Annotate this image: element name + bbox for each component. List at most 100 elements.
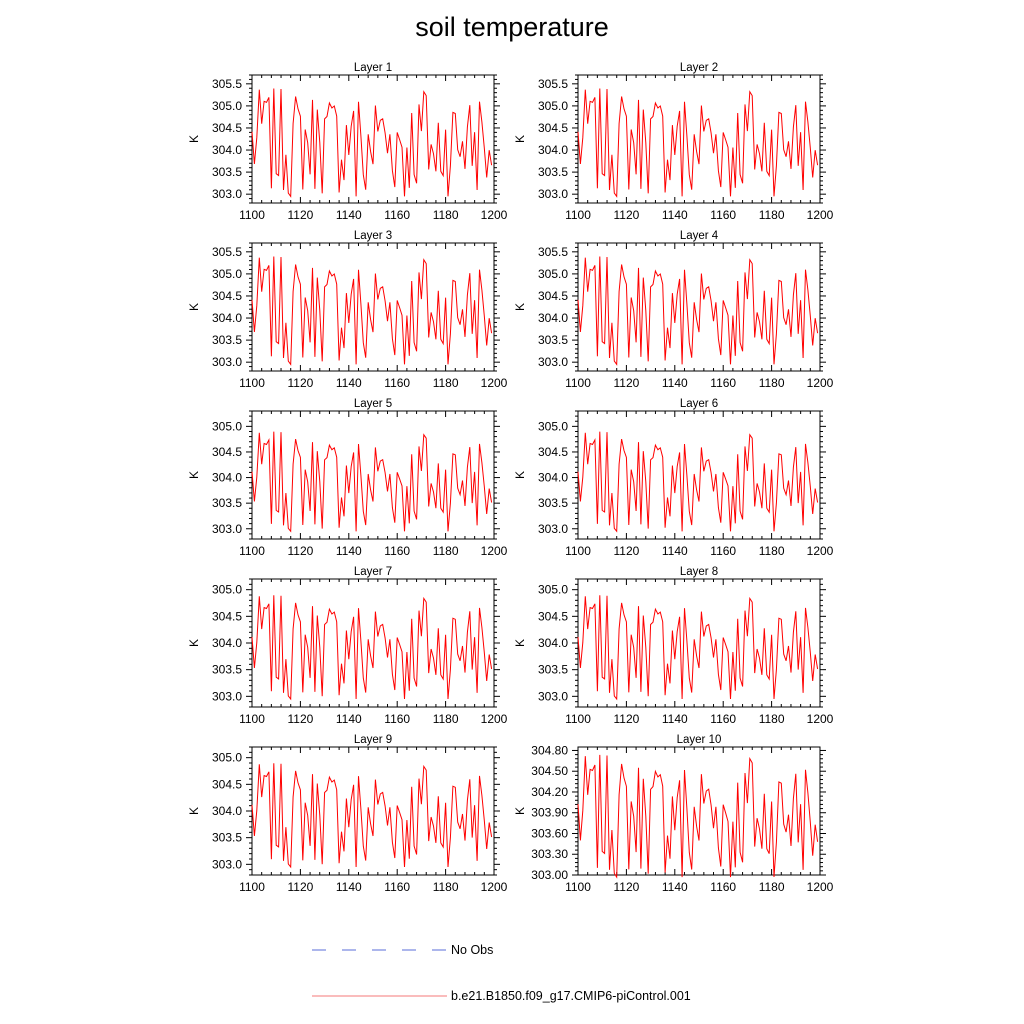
x-tick-label: 1200: [807, 544, 834, 558]
y-tick-label: 304.0: [538, 311, 568, 325]
y-tick-label: 304.5: [212, 609, 242, 623]
x-tick-label: 1140: [662, 712, 688, 726]
panel-title: Layer 6: [680, 398, 718, 410]
y-tick-label: 303.0: [538, 522, 568, 536]
panel-title: Layer 9: [354, 734, 392, 746]
series-line: [251, 88, 493, 198]
x-tick-label: 1160: [384, 880, 410, 894]
panel-title: Layer 1: [354, 62, 392, 74]
y-tick-label: 305.0: [212, 583, 242, 597]
y-tick-label: 303.5: [538, 496, 568, 510]
y-tick-label: 304.5: [212, 121, 242, 135]
x-tick-label: 1180: [433, 376, 459, 390]
y-axis-label: K: [513, 471, 527, 479]
y-tick-label: 303.0: [212, 689, 242, 703]
x-tick-label: 1200: [481, 544, 508, 558]
y-tick-label: 305.0: [212, 267, 242, 281]
y-tick-label: 305.5: [212, 245, 242, 259]
y-axis-label: K: [513, 639, 527, 647]
plot-frame: [577, 74, 821, 204]
x-tick-label: 1120: [613, 376, 639, 390]
x-tick-label: 1140: [336, 544, 362, 558]
y-tick-label: 304.0: [212, 143, 242, 157]
x-tick-label: 1200: [481, 208, 508, 222]
x-tick-label: 1100: [239, 208, 265, 222]
x-tick-label: 1160: [710, 544, 736, 558]
y-tick-label: 304.0: [538, 636, 568, 650]
x-tick-label: 1100: [239, 712, 265, 726]
plot-frame: [251, 410, 495, 540]
y-tick-label: 303.00: [531, 868, 568, 882]
plot-frame: [577, 746, 821, 876]
x-tick-label: 1100: [565, 544, 591, 558]
y-axis-label: K: [513, 135, 527, 143]
y-tick-label: 304.50: [531, 764, 568, 778]
x-tick-label: 1180: [433, 712, 459, 726]
y-tick-label: 305.0: [538, 267, 568, 281]
y-axis-label: K: [187, 807, 201, 815]
y-tick-label: 303.0: [212, 187, 242, 201]
y-tick-label: 303.0: [212, 857, 242, 871]
y-axis-label: K: [513, 807, 527, 815]
y-tick-label: 304.5: [538, 609, 568, 623]
y-tick-label: 304.0: [212, 311, 242, 325]
x-tick-label: 1120: [287, 880, 313, 894]
x-tick-label: 1120: [613, 208, 639, 222]
y-tick-label: 304.5: [212, 445, 242, 459]
x-tick-label: 1180: [433, 544, 459, 558]
x-tick-label: 1100: [565, 208, 591, 222]
y-tick-label: 303.5: [212, 496, 242, 510]
y-tick-label: 305.5: [212, 77, 242, 91]
y-tick-label: 303.0: [538, 689, 568, 703]
x-tick-label: 1180: [759, 208, 785, 222]
series-line: [251, 256, 493, 366]
x-tick-label: 1140: [336, 880, 362, 894]
x-tick-label: 1140: [336, 208, 362, 222]
plot-frame: [251, 746, 495, 876]
x-tick-label: 1100: [239, 544, 265, 558]
x-tick-label: 1200: [807, 208, 834, 222]
x-tick-label: 1140: [662, 544, 688, 558]
x-tick-label: 1180: [759, 544, 785, 558]
y-axis-label: K: [187, 471, 201, 479]
panel-title: Layer 7: [354, 566, 392, 578]
x-tick-label: 1160: [710, 208, 736, 222]
x-tick-label: 1200: [807, 712, 834, 726]
x-tick-label: 1120: [613, 880, 639, 894]
x-tick-label: 1160: [384, 712, 410, 726]
plot-frame: [577, 242, 821, 372]
panel-title: Layer 2: [680, 62, 718, 74]
y-tick-label: 304.5: [538, 289, 568, 303]
series-line: [251, 763, 493, 869]
x-tick-label: 1200: [481, 712, 508, 726]
x-tick-label: 1140: [662, 208, 688, 222]
y-tick-label: 305.5: [538, 77, 568, 91]
y-tick-label: 304.0: [538, 143, 568, 157]
y-axis-label: K: [187, 303, 201, 311]
y-tick-label: 305.0: [212, 751, 242, 765]
y-tick-label: 303.5: [212, 165, 242, 179]
x-tick-label: 1180: [759, 712, 785, 726]
legend-label-model: b.e21.B1850.f09_g17.CMIP6-piControl.001: [451, 989, 691, 1003]
plot-frame: [251, 74, 495, 204]
y-tick-label: 305.0: [212, 99, 242, 113]
x-tick-label: 1200: [481, 880, 508, 894]
plot-frame: [577, 578, 821, 708]
y-tick-label: 303.5: [538, 663, 568, 677]
y-tick-label: 304.20: [531, 785, 568, 799]
series-line: [251, 595, 493, 701]
x-tick-label: 1180: [759, 376, 785, 390]
x-tick-label: 1100: [565, 880, 591, 894]
x-tick-label: 1100: [239, 376, 265, 390]
y-tick-label: 305.0: [212, 419, 242, 433]
y-axis-label: K: [187, 135, 201, 143]
y-tick-label: 304.5: [538, 121, 568, 135]
x-tick-label: 1100: [565, 712, 591, 726]
panel-title: Layer 10: [677, 734, 722, 746]
y-tick-label: 303.5: [538, 333, 568, 347]
series-line: [251, 431, 493, 533]
x-tick-label: 1200: [807, 376, 834, 390]
y-tick-label: 304.5: [212, 777, 242, 791]
x-tick-label: 1120: [287, 712, 313, 726]
